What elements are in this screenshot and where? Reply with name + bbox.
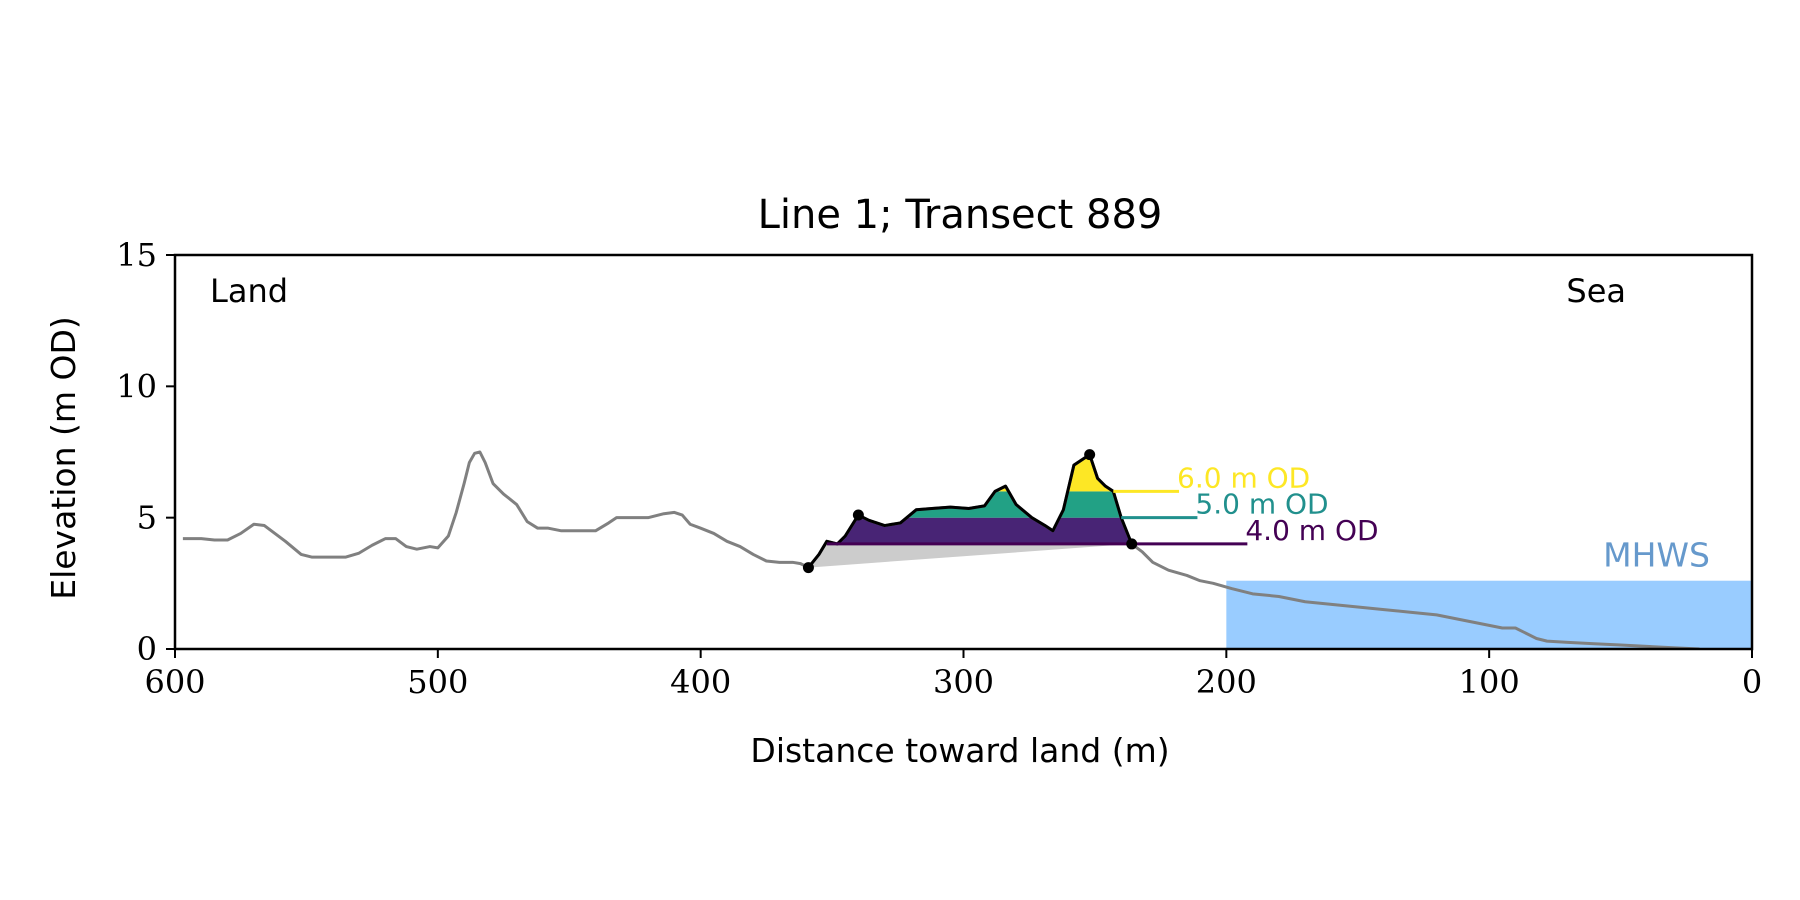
land-label: Land	[210, 272, 288, 310]
level-label-5-0-m-od: 5.0 m OD	[1195, 488, 1328, 521]
x-tick-label-0: 0	[1742, 663, 1762, 701]
y-axis-label: Elevation (m OD)	[44, 316, 83, 600]
y-tick-label-0: 0	[137, 630, 157, 668]
dune-marker-3	[1084, 449, 1096, 461]
level-label-6-0-m-od: 6.0 m OD	[1177, 461, 1310, 494]
x-tick-label-300: 300	[933, 663, 994, 701]
y-tick-label-10: 10	[116, 367, 157, 405]
plot-area	[182, 450, 1752, 649]
x-tick-label-600: 600	[144, 663, 205, 701]
dune-fill-5-0-m-od	[808, 491, 1132, 518]
x-tick-label-500: 500	[407, 663, 468, 701]
plot-layer: 6.0 m OD5.0 m OD4.0 m OD MHWS	[182, 449, 1752, 649]
level-label-4-0-m-od: 4.0 m OD	[1245, 514, 1378, 547]
y-tick-label-5: 5	[137, 499, 157, 537]
dune-fill-4-0-m-od	[808, 517, 1132, 544]
dune-base-fill	[808, 543, 1132, 568]
dune-level-fills	[808, 454, 1132, 544]
sea-label: Sea	[1566, 272, 1626, 310]
x-tick-label-100: 100	[1459, 663, 1520, 701]
x-axis-label: Distance toward land (m)	[750, 731, 1169, 770]
dune-marker-1	[802, 562, 814, 574]
dune-outline-line	[807, 453, 1134, 569]
x-tick-label-200: 200	[1196, 663, 1257, 701]
x-tick-label-400: 400	[670, 663, 731, 701]
chart-title: Line 1; Transect 889	[758, 192, 1163, 238]
dune-marker-2	[852, 509, 864, 521]
dune-fill-6-0-m-od	[808, 454, 1132, 492]
mhws-sea-band	[1226, 580, 1752, 649]
mhws-label: MHWS	[1603, 536, 1710, 575]
axes-layer: 600 500 400 300 200 100 0 0 5 10 15	[116, 236, 1762, 701]
y-tick-label-15: 15	[116, 236, 157, 274]
dune-marker-4	[1126, 538, 1138, 550]
